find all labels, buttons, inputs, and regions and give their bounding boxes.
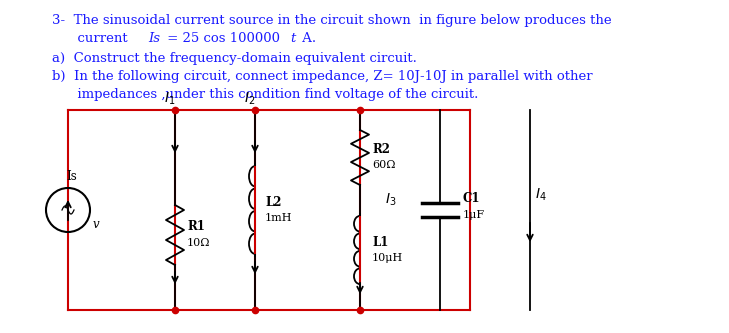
Text: a)  Construct the frequency-domain equivalent circuit.: a) Construct the frequency-domain equiva… [52,52,417,65]
Text: b)  In the following circuit, connect impedance, Z= 10J-10J in parallel with oth: b) In the following circuit, connect imp… [52,70,593,83]
Text: R1: R1 [187,220,205,233]
Text: $I_4$: $I_4$ [535,187,547,203]
Text: 60Ω: 60Ω [372,161,396,170]
Text: t: t [290,32,295,45]
Text: $I_1$: $I_1$ [164,91,176,107]
Text: 1μF: 1μF [463,210,485,220]
Text: 3-  The sinusoidal current source in the circuit shown  in figure below produces: 3- The sinusoidal current source in the … [52,14,612,27]
Text: 10Ω: 10Ω [187,238,211,248]
Text: Is: Is [148,32,160,45]
Text: C1: C1 [463,191,480,204]
Text: 10μH: 10μH [372,253,403,263]
Text: = 25 cos 100000: = 25 cos 100000 [163,32,280,45]
Text: impedances ,under this condition find voltage of the circuit.: impedances ,under this condition find vo… [52,88,478,101]
Text: v: v [93,218,100,231]
Text: $I_2$: $I_2$ [244,91,256,107]
Text: 1mH: 1mH [265,213,292,223]
Text: R2: R2 [372,143,390,156]
Text: current: current [52,32,132,45]
Text: L2: L2 [265,195,281,208]
Text: A.: A. [298,32,316,45]
Text: Is: Is [66,170,77,183]
Text: $I_3$: $I_3$ [385,192,397,208]
Text: L1: L1 [372,235,389,248]
